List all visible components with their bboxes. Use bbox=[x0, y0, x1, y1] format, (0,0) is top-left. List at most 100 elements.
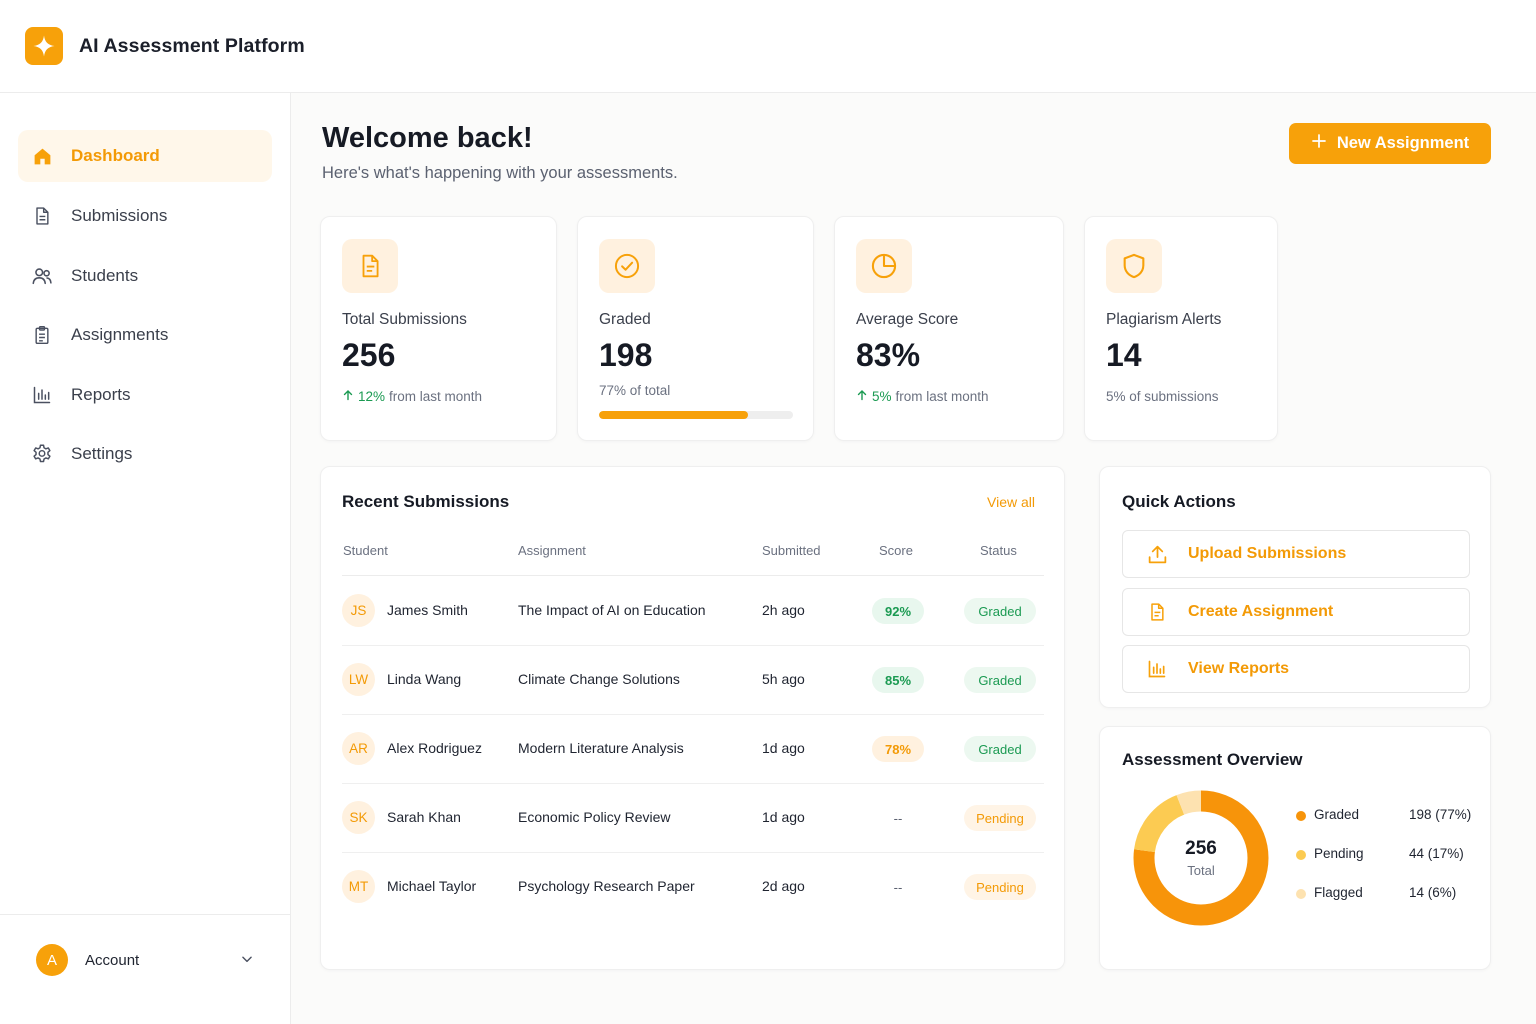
sidebar-item-students[interactable]: Students bbox=[18, 250, 272, 302]
view-all-link[interactable]: View all bbox=[987, 494, 1035, 510]
table-row[interactable]: LW Linda Wang Climate Change Solutions 5h a… bbox=[342, 646, 1044, 715]
student-name: Alex Rodriguez bbox=[387, 740, 482, 756]
create-assignment-button[interactable]: Create Assignment bbox=[1122, 588, 1470, 636]
legend-value: 198 (77%) bbox=[1409, 807, 1472, 822]
legend-item-graded: Graded 198 (77%) bbox=[1296, 806, 1476, 826]
stat-label: Plagiarism Alerts bbox=[1106, 311, 1222, 328]
student-name: Linda Wang bbox=[387, 671, 462, 687]
gear-icon bbox=[31, 443, 53, 465]
stat-note: 77% of total bbox=[599, 383, 670, 398]
arrow-up-icon bbox=[342, 389, 354, 404]
assessment-overview-card: Assessment Overview 256 Total Graded 198… bbox=[1099, 726, 1491, 970]
quick-actions-card: Quick Actions Upload Submissions Create … bbox=[1099, 466, 1491, 708]
document-icon bbox=[342, 239, 398, 293]
users-icon bbox=[31, 265, 53, 287]
score-badge: -- bbox=[893, 810, 903, 826]
status-badge: Pending bbox=[964, 805, 1036, 831]
bar-chart-icon bbox=[1146, 658, 1168, 680]
sidebar-item-dashboard[interactable]: Dashboard bbox=[18, 130, 272, 182]
sidebar-item-label: Dashboard bbox=[71, 146, 160, 165]
assignment-title: Modern Literature Analysis bbox=[518, 740, 684, 756]
pie-chart-icon bbox=[856, 239, 912, 293]
section-title: Assessment Overview bbox=[1122, 750, 1303, 769]
plus-icon bbox=[1311, 133, 1327, 154]
upload-icon bbox=[1146, 543, 1168, 565]
stat-change: 5% bbox=[872, 389, 892, 404]
legend-value: 44 (17%) bbox=[1409, 846, 1464, 861]
avatar: A bbox=[36, 944, 68, 976]
check-circle-icon bbox=[599, 239, 655, 293]
view-reports-button[interactable]: View Reports bbox=[1122, 645, 1470, 693]
account-menu[interactable]: A Account bbox=[36, 943, 256, 977]
status-badge: Graded bbox=[964, 598, 1036, 624]
sidebar-item-label: Assignments bbox=[71, 325, 169, 344]
stat-card-graded: Graded 198 77% of total bbox=[577, 216, 814, 441]
app-title: AI Assessment Platform bbox=[79, 35, 305, 57]
legend-item-pending: Pending 44 (17%) bbox=[1296, 845, 1476, 865]
donut-center: 256 Total bbox=[1130, 787, 1272, 929]
column-header-student: Student bbox=[343, 543, 388, 558]
table-row[interactable]: JS James Smith The Impact of AI on Educati… bbox=[342, 577, 1044, 646]
new-assignment-label: New Assignment bbox=[1336, 134, 1470, 152]
sidebar: Dashboard Submissions Students Assignmen… bbox=[0, 93, 291, 1024]
sparkle-logo-icon bbox=[25, 27, 63, 65]
sidebar-item-settings[interactable]: Settings bbox=[18, 428, 272, 480]
home-icon bbox=[31, 145, 53, 167]
legend-dot bbox=[1296, 850, 1306, 860]
column-header-submitted: Submitted bbox=[762, 543, 821, 558]
table-row[interactable]: AR Alex Rodriguez Modern Literature Analys… bbox=[342, 715, 1044, 784]
stat-note: 5% of submissions bbox=[1106, 389, 1219, 404]
assignment-title: Climate Change Solutions bbox=[518, 671, 680, 687]
sidebar-item-label: Settings bbox=[71, 444, 133, 463]
column-header-score: Score bbox=[879, 543, 913, 558]
sidebar-item-assignments[interactable]: Assignments bbox=[18, 309, 272, 361]
legend-dot bbox=[1296, 811, 1306, 821]
stat-label: Average Score bbox=[856, 311, 959, 328]
stat-value: 198 bbox=[599, 337, 653, 373]
stat-value: 83% bbox=[856, 337, 921, 373]
sidebar-item-reports[interactable]: Reports bbox=[18, 369, 272, 421]
stat-card-total-submissions: Total Submissions 256 12% from last mont… bbox=[320, 216, 557, 441]
avatar: LW bbox=[342, 663, 375, 696]
stat-change: 12% bbox=[358, 389, 386, 404]
legend-dot bbox=[1296, 889, 1306, 899]
submitted-time: 2d ago bbox=[762, 878, 805, 894]
submitted-time: 1d ago bbox=[762, 740, 805, 756]
avatar: JS bbox=[342, 594, 375, 627]
legend-name: Pending bbox=[1314, 846, 1364, 861]
arrow-up-icon bbox=[856, 389, 868, 404]
stat-note-text: from last month bbox=[389, 389, 483, 404]
avatar: MT bbox=[342, 870, 375, 903]
sidebar-item-label: Submissions bbox=[71, 206, 168, 225]
upload-submissions-button[interactable]: Upload Submissions bbox=[1122, 530, 1470, 578]
status-badge: Graded bbox=[964, 667, 1036, 693]
student-name: James Smith bbox=[387, 602, 468, 618]
quick-action-label: View Reports bbox=[1188, 660, 1290, 677]
file-icon bbox=[31, 205, 53, 227]
assignment-title: Economic Policy Review bbox=[518, 809, 671, 825]
stat-label: Graded bbox=[599, 311, 651, 328]
stat-card-plagiarism-alerts: Plagiarism Alerts 14 5% of submissions bbox=[1084, 216, 1278, 441]
stat-note: 12% from last month bbox=[342, 389, 482, 404]
table-row[interactable]: SK Sarah Khan Economic Policy Review 1d ago… bbox=[342, 784, 1044, 853]
stat-label: Total Submissions bbox=[342, 311, 467, 328]
page-title: Welcome back! bbox=[322, 122, 533, 154]
shield-icon bbox=[1106, 239, 1162, 293]
score-badge: 85% bbox=[872, 667, 924, 693]
submitted-time: 2h ago bbox=[762, 602, 805, 618]
column-header-assignment: Assignment bbox=[518, 543, 586, 558]
donut-total: 256 bbox=[1185, 838, 1217, 859]
new-assignment-button[interactable]: New Assignment bbox=[1289, 123, 1491, 164]
table-row[interactable]: MT Michael Taylor Psychology Research Pape… bbox=[342, 853, 1044, 922]
overview-donut-chart bbox=[1133, 790, 1269, 926]
divider bbox=[342, 575, 1044, 576]
sidebar-item-submissions[interactable]: Submissions bbox=[18, 190, 272, 242]
legend-name: Flagged bbox=[1314, 885, 1363, 900]
legend-value: 14 (6%) bbox=[1409, 885, 1457, 900]
stat-note-text: from last month bbox=[895, 389, 989, 404]
top-bar: AI Assessment Platform bbox=[0, 0, 1536, 93]
score-badge: 92% bbox=[872, 598, 924, 624]
section-title: Recent Submissions bbox=[342, 492, 510, 511]
stat-note-text: 5% of submissions bbox=[1106, 389, 1219, 404]
legend-item-flagged: Flagged 14 (6%) bbox=[1296, 884, 1476, 904]
